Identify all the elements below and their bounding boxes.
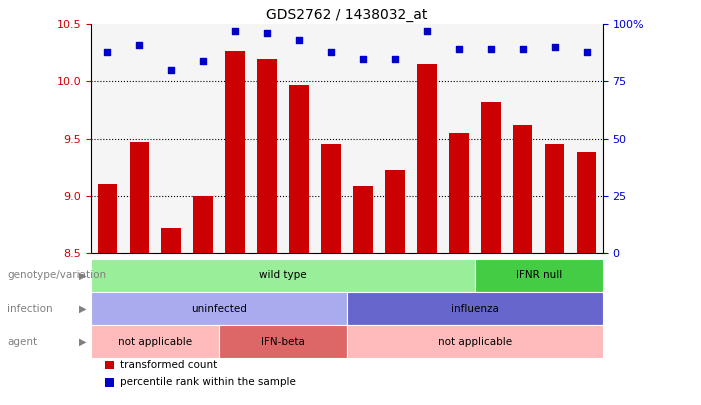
Text: ▶: ▶ (79, 271, 86, 280)
Point (198, 58, 209, 64)
Bar (130, 142, 149, 253)
Bar (417, 64, 437, 253)
Text: genotype/variation: genotype/variation (7, 271, 106, 280)
Bar (257, 59, 277, 253)
Point (165, 67, 177, 73)
Point (229, 28, 240, 34)
Bar (321, 144, 341, 253)
Bar (513, 125, 533, 253)
Point (517, 46, 529, 53)
Text: percentile rank within the sample: percentile rank within the sample (120, 377, 296, 388)
Bar (449, 133, 468, 253)
Point (133, 42, 144, 48)
Text: influenza: influenza (451, 304, 499, 313)
Text: ▶: ▶ (79, 337, 86, 347)
Bar (290, 85, 308, 253)
Point (261, 30, 273, 37)
Text: ▶: ▶ (79, 304, 86, 313)
Point (581, 49, 592, 55)
Title: GDS2762 / 1438032_at: GDS2762 / 1438032_at (266, 8, 428, 22)
Point (294, 37, 305, 43)
Point (389, 55, 400, 62)
Text: agent: agent (7, 337, 37, 347)
Text: transformed count: transformed count (120, 360, 217, 370)
Text: uninfected: uninfected (191, 304, 247, 313)
Text: IFN-beta: IFN-beta (261, 337, 305, 347)
Point (550, 44, 561, 50)
Bar (482, 102, 501, 253)
Point (485, 46, 496, 53)
Bar (386, 171, 404, 253)
Point (454, 46, 465, 53)
Bar (578, 152, 597, 253)
Bar (161, 228, 181, 253)
Bar (226, 51, 245, 253)
Text: IFNR null: IFNR null (516, 271, 562, 280)
Text: wild type: wild type (259, 271, 307, 280)
Bar (353, 186, 373, 253)
Point (358, 55, 369, 62)
Bar (193, 196, 212, 253)
Text: not applicable: not applicable (118, 337, 192, 347)
Text: infection: infection (7, 304, 53, 313)
Point (102, 49, 113, 55)
Text: not applicable: not applicable (438, 337, 512, 347)
Bar (545, 144, 564, 253)
Point (421, 28, 433, 34)
Bar (97, 184, 116, 253)
Point (325, 49, 336, 55)
